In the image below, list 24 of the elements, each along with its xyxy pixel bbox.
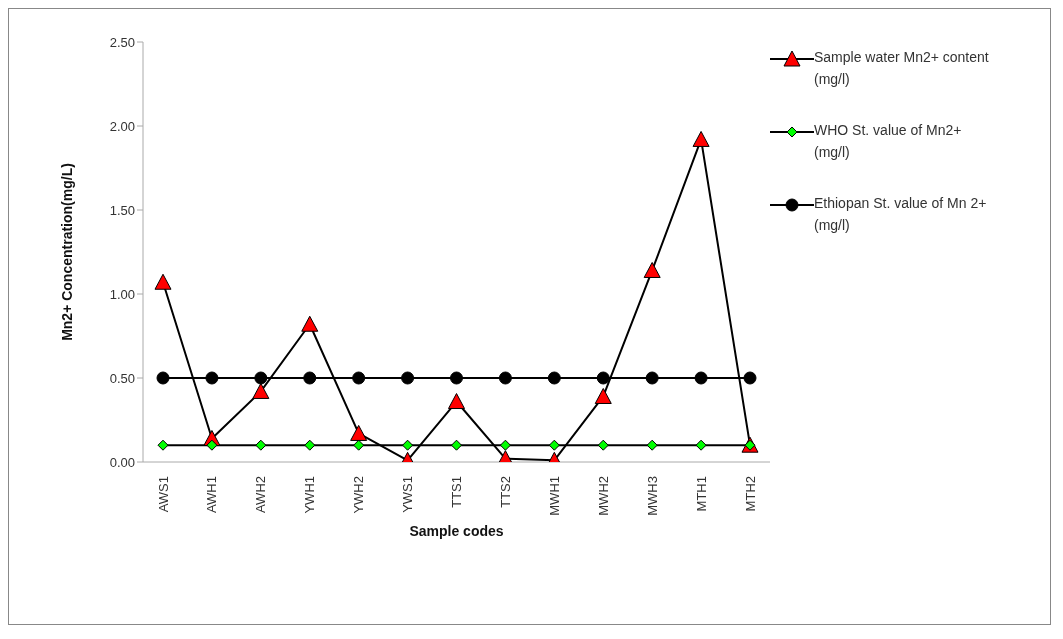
x-tick-label: MWH1 — [546, 476, 562, 516]
legend-label: Sample water Mn2+ content (mg/l) — [814, 48, 989, 89]
x-tick-label: AWH1 — [204, 476, 220, 514]
x-tick-label: MTH2 — [742, 476, 758, 512]
x-tick-label: MWH3 — [644, 476, 660, 516]
x-tick-label: TTS1 — [449, 476, 464, 508]
x-tick-label: AWH2 — [253, 476, 269, 514]
x-tick-label: YWH1 — [302, 476, 318, 514]
y-tick-label: 2.00 — [109, 118, 135, 134]
y-axis-title: Mn2+ Concentration(mg/L) — [58, 163, 75, 341]
y-tick-label: 0.50 — [109, 370, 135, 386]
y-tick-label: 1.50 — [109, 202, 135, 218]
legend-label: Ethiopan St. value of Mn 2+ (mg/l) — [814, 194, 988, 235]
x-tick-label: YWH2 — [351, 476, 367, 514]
y-tick-label: 0.00 — [109, 454, 135, 470]
x-tick-label: MTH1 — [693, 476, 709, 512]
legend-label: WHO St. value of Mn2+ (mg/l) — [814, 121, 963, 162]
x-tick-label: AWS1 — [155, 476, 171, 513]
x-axis-title: Sample codes — [409, 522, 504, 539]
x-tick-label: YWS1 — [400, 476, 416, 513]
x-tick-label: MWH2 — [595, 476, 611, 516]
y-tick-label: 2.50 — [109, 34, 135, 50]
x-tick-label: TTS2 — [497, 476, 513, 508]
y-tick-label: 1.00 — [109, 286, 135, 302]
